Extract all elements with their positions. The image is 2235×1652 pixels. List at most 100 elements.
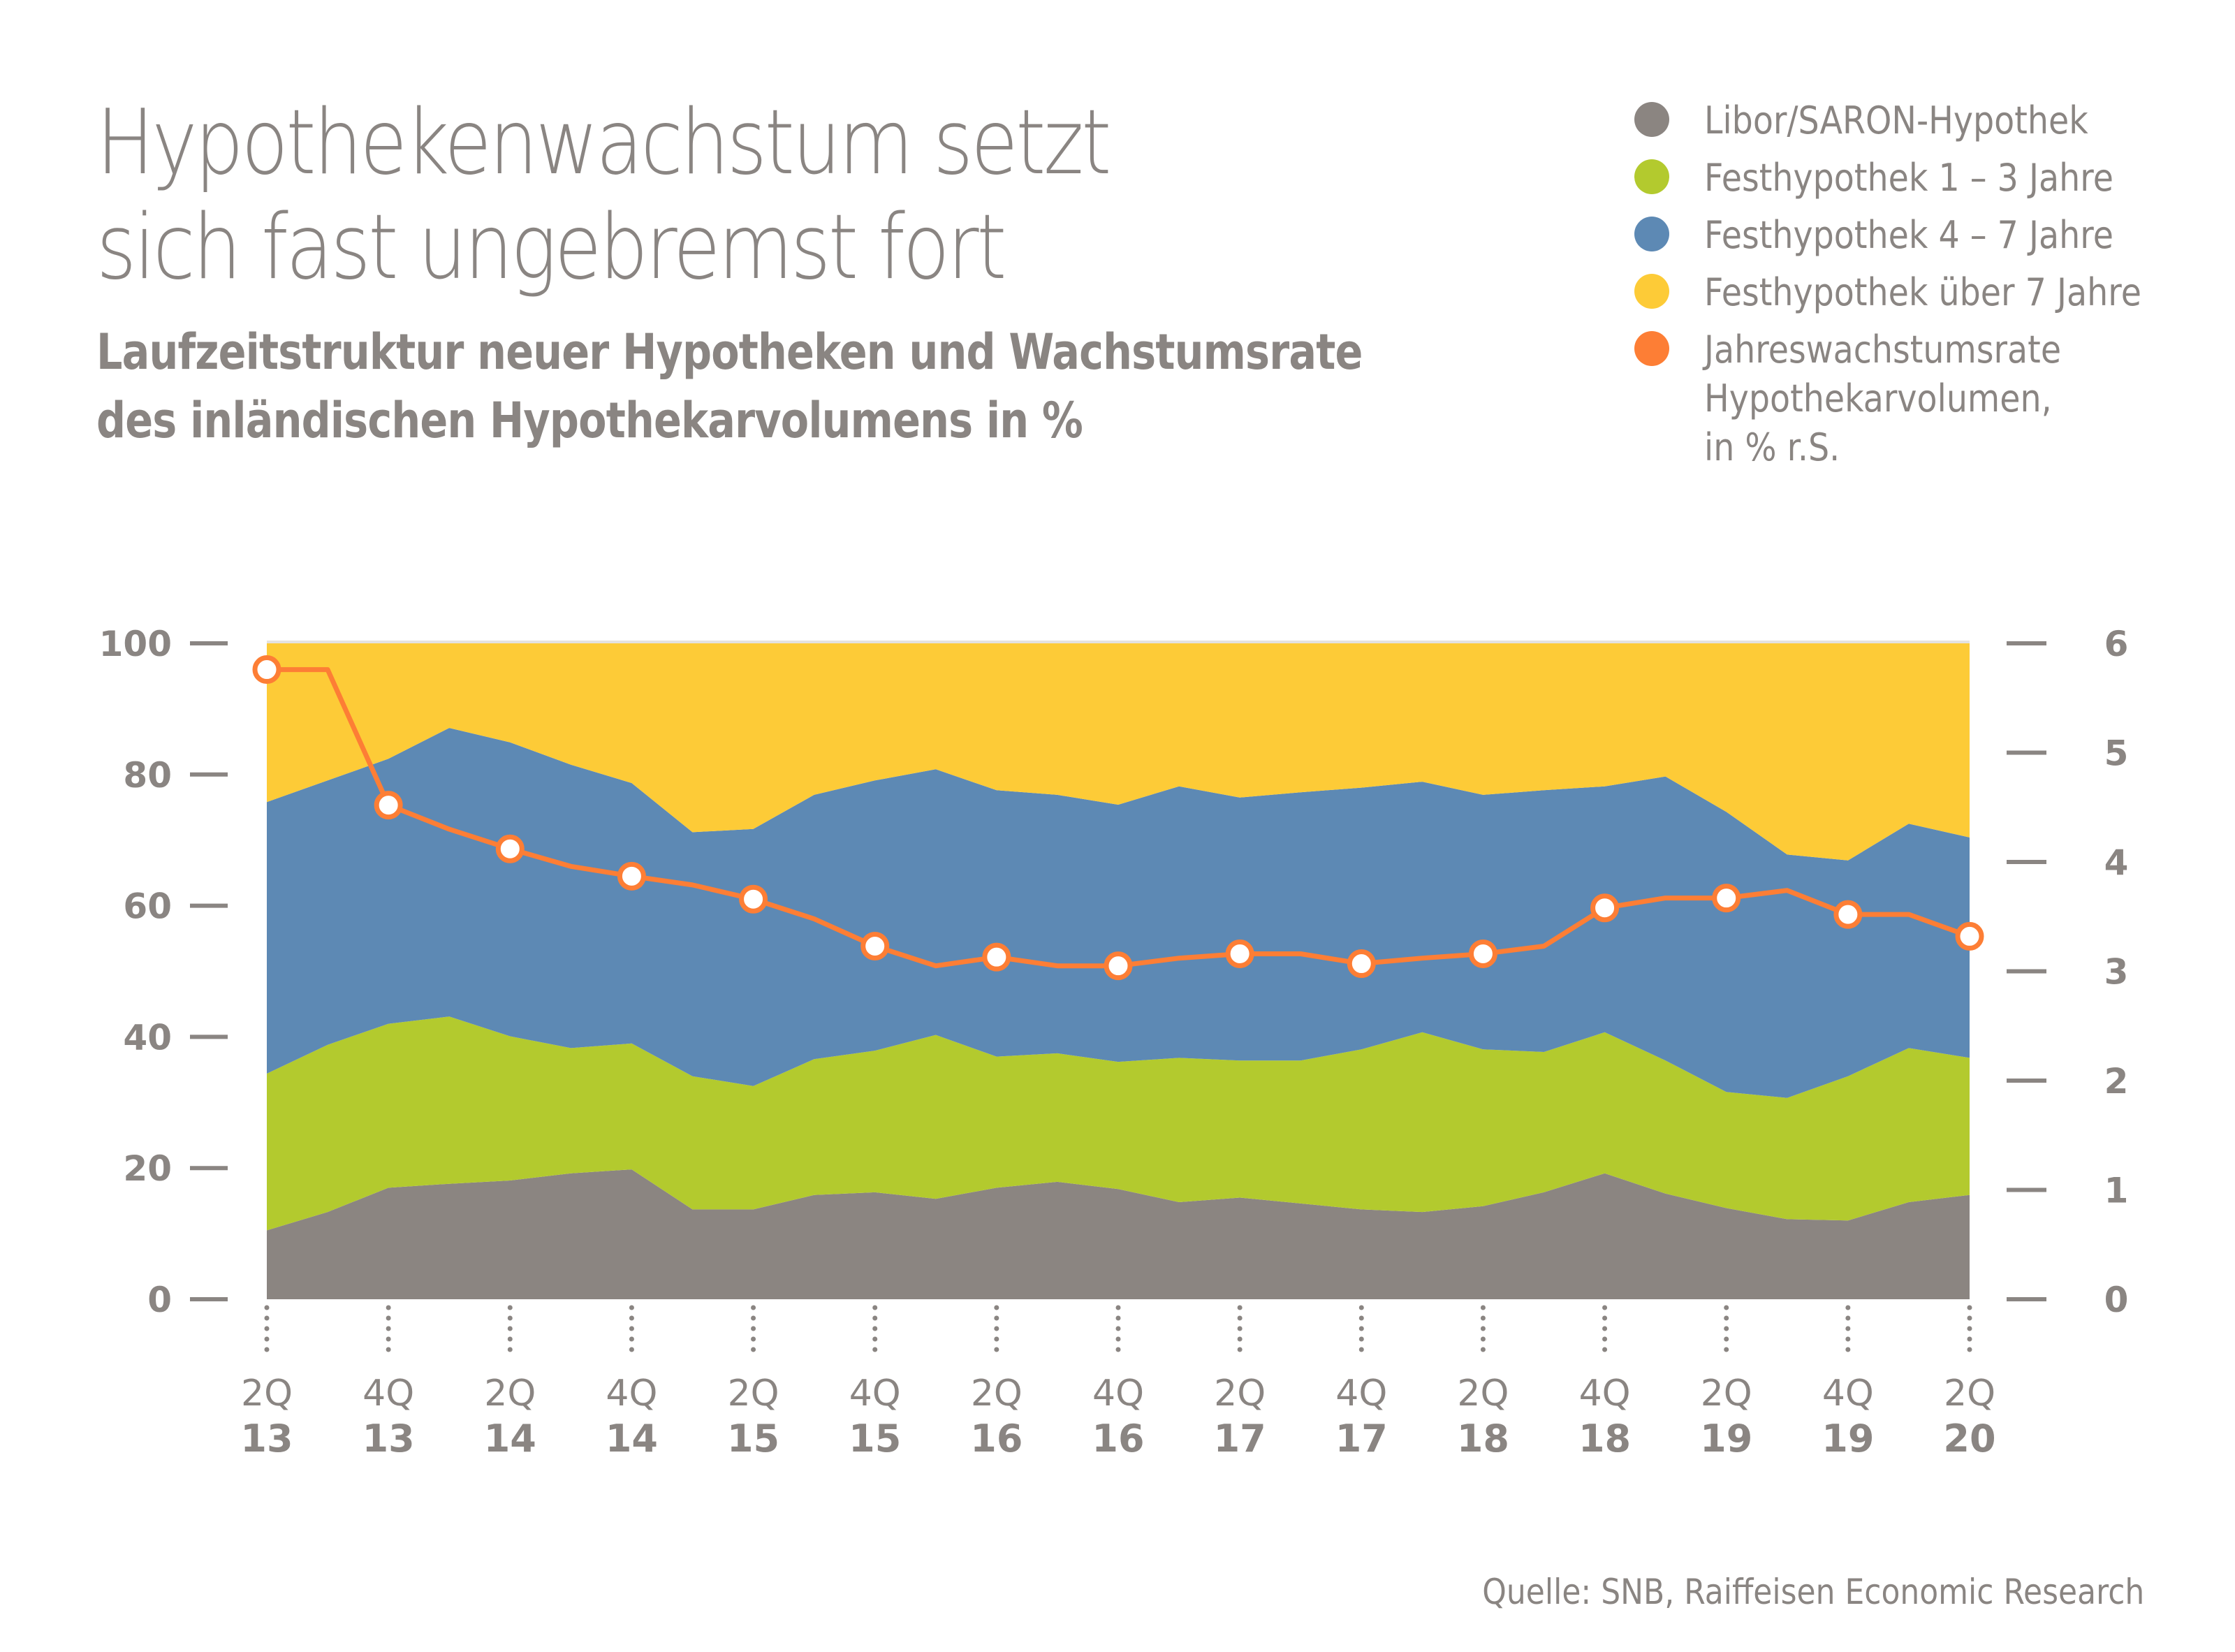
x-tick-dot [629, 1347, 634, 1352]
x-tick-label-year: 15 [727, 1417, 779, 1461]
x-tick-dot [1358, 1326, 1364, 1331]
title-line-1: Hypothekenwachstum setzt [96, 91, 1111, 195]
y-right-tick-label: 4 [2104, 842, 2129, 883]
x-tick-dot [264, 1347, 270, 1352]
x-tick-dot [507, 1305, 513, 1310]
x-tick-label-quarter: 2Q [1701, 1373, 1752, 1415]
x-tick-dot [507, 1315, 513, 1321]
y-right-tick-label: 5 [2104, 733, 2129, 774]
x-tick-dot [507, 1347, 513, 1352]
y-axis-right: 0 1 2 3 4 5 6 [2007, 624, 2128, 1320]
y-left-tick-label: 60 [123, 886, 172, 927]
x-tick-dot [1602, 1315, 1608, 1321]
y-left-tick-label: 20 [123, 1148, 172, 1189]
legend-swatch-icon [1634, 274, 1669, 309]
growth-rate-marker [495, 834, 525, 863]
x-tick-dot [1724, 1326, 1729, 1331]
x-tick-dot [1115, 1315, 1121, 1321]
x-tick-dot [751, 1336, 756, 1342]
x-tick-dot [386, 1326, 391, 1331]
legend-swatch-icon [1634, 102, 1669, 137]
x-tick-dot [751, 1347, 756, 1352]
x-tick-label-quarter: 2Q [1214, 1373, 1266, 1415]
growth-rate-marker [1347, 949, 1376, 979]
y-right-tick-label: 3 [2104, 952, 2129, 993]
x-tick-dot [1480, 1336, 1486, 1342]
x-tick-label-quarter: 2Q [971, 1373, 1023, 1415]
growth-rate-marker [1590, 893, 1620, 923]
x-tick-label-year: 19 [1700, 1417, 1752, 1461]
x-tick-dot [1967, 1326, 1972, 1331]
x-tick-dot [1724, 1315, 1729, 1321]
x-tick-dot [1845, 1326, 1851, 1331]
y-right-tick-label: 6 [2104, 624, 2129, 664]
x-tick-dot [1358, 1315, 1364, 1321]
growth-rate-marker [1104, 951, 1133, 981]
legend-item-growth-rate: Jahreswachstumsrate Hypothekarvolumen, i… [1634, 326, 2235, 472]
growth-rate-series [252, 655, 1984, 981]
x-tick-dot [872, 1347, 878, 1352]
area-libor [267, 1169, 1970, 1299]
x-tick-dot [1237, 1336, 1243, 1342]
x-tick-dot [1967, 1347, 1972, 1352]
title-line-2: sich fast ungebremst fort [96, 196, 1006, 300]
x-tick-label-quarter: 4Q [606, 1373, 657, 1415]
x-tick-dot [507, 1326, 513, 1331]
growth-rate-marker [1712, 884, 1741, 913]
y-right-tick-label: 2 [2104, 1061, 2129, 1102]
x-tick-dot [1358, 1347, 1364, 1352]
x-tick-label-quarter: 2Q [1944, 1373, 1995, 1415]
y-left-tick-label: 0 [147, 1280, 172, 1320]
legend-item-fest-4-7: Festhypothek 4 – 7 Jahre [1634, 211, 2235, 260]
source-note: Quelle: SNB, Raiffeisen Economic Researc… [1481, 1572, 2144, 1612]
growth-rate-marker [860, 932, 890, 961]
x-tick-label-quarter: 2Q [241, 1373, 293, 1415]
x-tick-dot [872, 1315, 878, 1321]
x-tick-label-quarter: 2Q [1457, 1373, 1509, 1415]
area-fest-1-3 [267, 1016, 1970, 1231]
chart-title: Hypothekenwachstum setzt sich fast ungeb… [96, 91, 1328, 300]
x-tick-dot [629, 1305, 634, 1310]
x-tick-dot [629, 1336, 634, 1342]
subtitle-line-1: Laufzeitstruktur neuer Hypotheken und Wa… [96, 323, 1363, 381]
y-right-tick-label: 1 [2104, 1171, 2129, 1211]
legend-item-fest-1-3: Festhypothek 1 – 3 Jahre [1634, 154, 2235, 203]
x-tick-dot [1115, 1347, 1121, 1352]
x-tick-dot [264, 1315, 270, 1321]
x-tick-dot [1480, 1305, 1486, 1310]
x-tick-dot [751, 1326, 756, 1331]
growth-rate-marker [1225, 939, 1254, 968]
y-left-tick-label: 80 [123, 755, 172, 796]
x-tick-dot [1845, 1305, 1851, 1310]
growth-rate-marker [982, 942, 1011, 972]
x-tick-label-quarter: 4Q [1335, 1373, 1387, 1415]
legend-label: Festhypothek 4 – 7 Jahre [1704, 213, 2113, 257]
x-tick-dot [386, 1336, 391, 1342]
growth-rate-marker [1468, 939, 1497, 968]
x-tick-dot [386, 1347, 391, 1352]
legend-label: Festhypothek über 7 Jahre [1704, 270, 2141, 314]
x-tick-dot [629, 1326, 634, 1331]
x-tick-label-year: 16 [970, 1417, 1023, 1461]
legend-swatch-icon [1634, 217, 1669, 251]
x-tick-dot [1237, 1347, 1243, 1352]
legend-item-libor: Libor/SARON-Hypothek [1634, 96, 2235, 145]
growth-rate-marker [374, 791, 403, 820]
x-tick-dot [872, 1305, 878, 1310]
y-right-tick-label: 0 [2104, 1280, 2129, 1320]
x-tick-label-quarter: 4Q [849, 1373, 901, 1415]
x-tick-dot [1602, 1336, 1608, 1342]
x-tick-label-quarter: 2Q [728, 1373, 779, 1415]
x-tick-label-year: 13 [240, 1417, 293, 1461]
legend-item-fest-over-7: Festhypothek über 7 Jahre [1634, 268, 2235, 317]
growth-rate-marker [252, 655, 281, 685]
x-tick-dot [1115, 1326, 1121, 1331]
growth-rate-marker [1833, 900, 1863, 929]
x-tick-label-quarter: 4Q [1822, 1373, 1874, 1415]
x-tick-label-year: 17 [1214, 1417, 1266, 1461]
x-tick-dot [1602, 1326, 1608, 1331]
x-tick-label-year: 14 [606, 1417, 658, 1461]
x-tick-dot [994, 1336, 999, 1342]
y-axis-left: 0 20 40 60 80 100 [99, 624, 228, 1320]
